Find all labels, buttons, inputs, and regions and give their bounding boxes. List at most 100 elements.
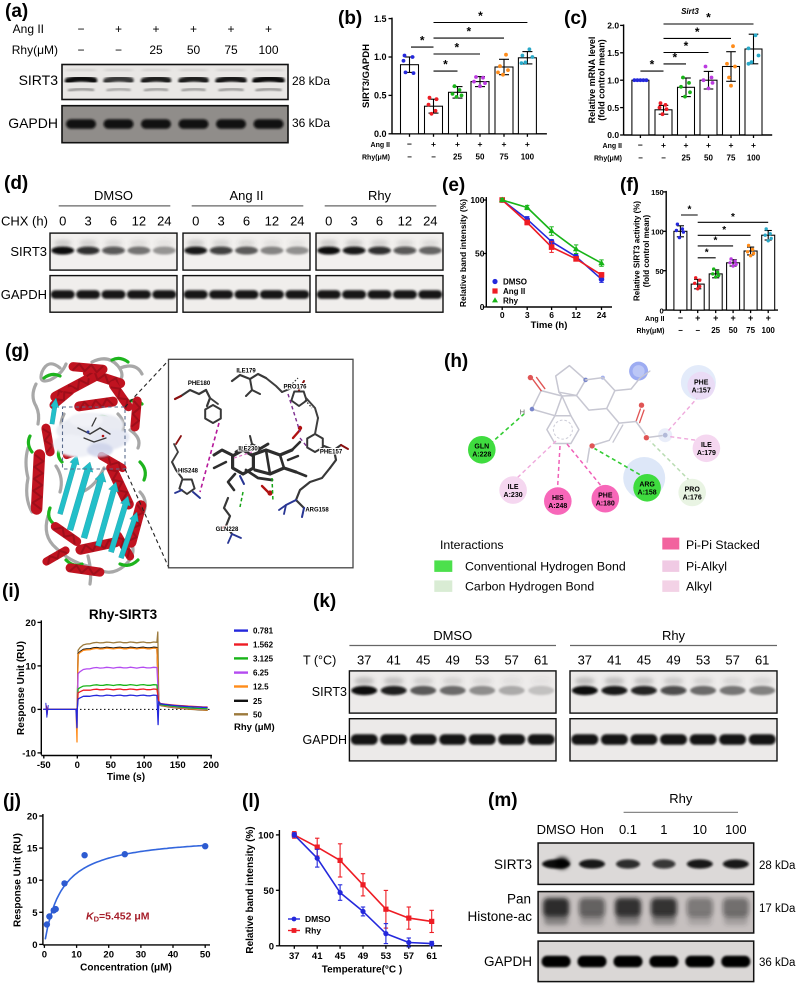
svg-text:(k): (k) [313,591,336,612]
svg-text:*: * [705,247,709,258]
svg-text:*: * [731,212,735,223]
svg-text:*: * [722,225,726,236]
svg-text:12: 12 [398,214,412,229]
svg-text:+: + [751,140,756,150]
svg-text:Rhy(μM): Rhy(μM) [12,43,58,57]
svg-text:+: + [729,140,734,150]
svg-text:*: * [454,41,459,55]
svg-text:KD=5.452 μM: KD=5.452 μM [86,911,150,924]
svg-text:61: 61 [755,653,769,668]
svg-text:ARG158: ARG158 [305,508,329,514]
svg-text:+: + [684,140,689,150]
svg-text:+: + [706,140,711,150]
svg-text:100: 100 [521,153,535,162]
svg-text:41: 41 [312,951,323,962]
svg-text:57: 57 [404,951,415,962]
svg-text:GAPDH: GAPDH [303,733,347,747]
svg-text:100: 100 [258,830,274,841]
svg-text:H: H [520,408,525,417]
svg-text:*: * [466,25,471,39]
svg-text:3: 3 [84,214,91,229]
svg-text:DMSO: DMSO [94,188,133,203]
svg-text:49: 49 [358,951,369,962]
svg-text:10: 10 [27,876,38,887]
svg-text:DMSO: DMSO [503,278,527,287]
svg-text:−: − [678,326,683,335]
svg-text:DMSO: DMSO [537,822,576,837]
svg-text:(j): (j) [3,791,21,812]
svg-text:0: 0 [75,760,80,771]
svg-text:Relative SIRT3 activity (%): Relative SIRT3 activity (%) [633,201,642,301]
svg-text:−: − [407,153,412,162]
svg-text:0: 0 [192,214,199,229]
svg-text:+: + [730,313,735,323]
svg-text:Rhy: Rhy [669,791,693,806]
svg-text:25: 25 [253,697,262,706]
svg-text:5: 5 [32,908,38,919]
svg-text:A:230: A:230 [504,492,523,499]
svg-text:−: − [695,326,700,335]
svg-text:DMSO: DMSO [433,628,472,643]
svg-text:49: 49 [666,653,680,668]
svg-text:(a): (a) [5,1,28,22]
svg-text:50: 50 [200,950,211,961]
svg-text:(fold control mean): (fold control mean) [642,214,651,287]
svg-text:150: 150 [651,188,664,197]
svg-text:1: 1 [660,822,667,837]
svg-text:HIS: HIS [552,495,564,502]
svg-text:Pi-Pi Stacked: Pi-Pi Stacked [686,538,760,552]
svg-text:A:248: A:248 [548,503,567,510]
svg-text:-50: -50 [37,760,51,771]
svg-text:3.125: 3.125 [253,654,274,663]
svg-text:0.1: 0.1 [619,822,637,837]
svg-text:53: 53 [475,653,489,668]
svg-text:A:157: A:157 [692,387,711,394]
svg-text:41: 41 [607,653,621,668]
svg-text:Ang II: Ang II [503,287,525,296]
svg-text:−: − [678,313,683,323]
svg-text:GAPDH: GAPDH [1,287,47,302]
svg-text:PHE157: PHE157 [320,450,343,456]
svg-text:200: 200 [203,760,219,771]
svg-text:Rhy(μM): Rhy(μM) [362,155,390,162]
svg-text:+: + [525,139,530,149]
svg-text:Time (s): Time (s) [107,772,145,783]
svg-text:12: 12 [571,310,581,320]
svg-text:*: * [420,34,425,48]
svg-text:Ang II: Ang II [13,22,44,36]
svg-text:0: 0 [660,306,664,315]
svg-text:A:158: A:158 [638,490,657,497]
svg-text:−: − [407,139,412,149]
svg-text:6: 6 [110,214,117,229]
svg-text:(h): (h) [444,351,468,372]
svg-text:−: − [638,154,643,163]
svg-text:57: 57 [504,653,518,668]
svg-text:0: 0 [480,302,485,312]
svg-text:*: * [650,58,655,72]
svg-text:SIRT3/GAPDH: SIRT3/GAPDH [361,44,372,108]
svg-text:Time (h): Time (h) [531,320,568,331]
svg-text:GAPDH: GAPDH [8,115,58,131]
svg-text:(fold control mean): (fold control mean) [597,39,607,121]
svg-text:Concentration (μM): Concentration (μM) [80,963,172,974]
svg-text:12: 12 [132,214,146,229]
svg-text:+: + [766,313,771,323]
svg-text:45: 45 [637,653,651,668]
svg-text:−: − [77,43,84,57]
svg-text:PHE: PHE [598,493,613,500]
svg-text:Temperature(°C ): Temperature(°C ) [322,965,403,976]
svg-text:+: + [431,139,436,149]
svg-text:12.5: 12.5 [253,683,269,692]
svg-text:+: + [455,139,460,149]
svg-text:A:228: A:228 [472,452,491,459]
svg-text:Pan: Pan [507,892,531,907]
svg-text:50: 50 [187,43,201,57]
svg-text:24: 24 [157,214,171,229]
svg-text:40: 40 [168,950,179,961]
svg-text:6: 6 [549,310,554,320]
svg-text:50: 50 [253,710,262,719]
svg-text:10: 10 [693,822,707,837]
svg-text:75: 75 [727,154,736,163]
svg-text:0: 0 [500,310,505,320]
svg-text:15: 15 [27,844,38,855]
